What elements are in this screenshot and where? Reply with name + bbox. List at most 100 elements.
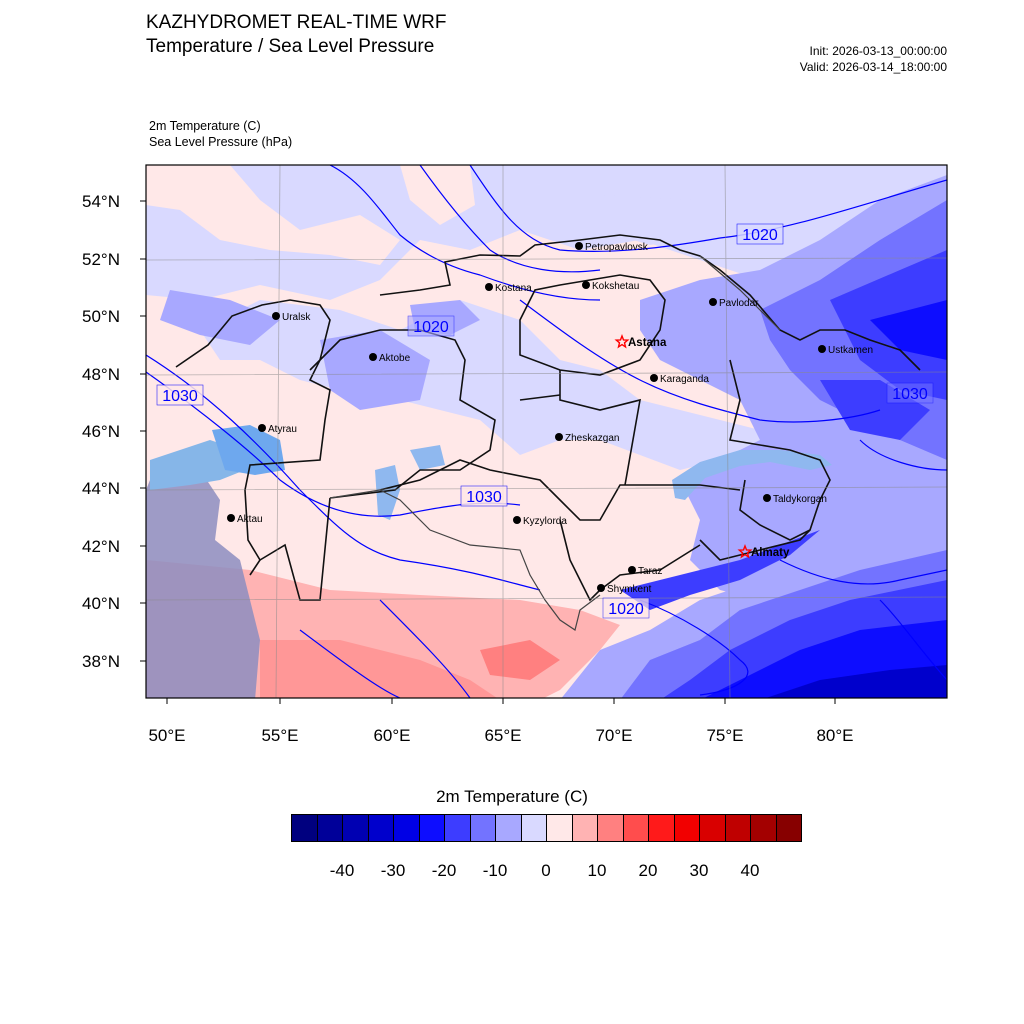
temperature-colorbar xyxy=(291,814,802,842)
colorbar-title: 2m Temperature (C) xyxy=(436,787,588,806)
latitude-labels: 54°N 52°N 50°N 48°N 46°N 44°N 42°N 40°N … xyxy=(82,192,120,671)
lat-label: 52°N xyxy=(82,250,120,269)
city-dot-icon xyxy=(597,584,605,592)
city-label: Taldykorgan xyxy=(773,494,827,505)
colorbar-swatch xyxy=(751,815,777,841)
lon-label: 75°E xyxy=(706,726,743,745)
map-title: KAZHYDROMET REAL-TIME WRF xyxy=(146,12,447,33)
city-dot-icon xyxy=(582,281,590,289)
graticule xyxy=(146,165,947,698)
city-label: Shymkent xyxy=(607,584,652,595)
colorbar-swatch xyxy=(674,815,700,841)
city-marker: Kyzylorda xyxy=(513,516,567,527)
colorbar-swatch xyxy=(547,815,573,841)
lon-label: 60°E xyxy=(373,726,410,745)
isobar-labels: 1020 1020 1030 1030 1030 1020 xyxy=(156,223,934,619)
colorbar-tick: 20 xyxy=(638,861,658,880)
city-marker: Taraz xyxy=(628,566,662,577)
city-marker: Pavlodar xyxy=(709,298,759,309)
city-marker: Uralsk xyxy=(272,312,311,323)
city-dot-icon xyxy=(650,374,658,382)
colorbar-tick: 0 xyxy=(541,861,551,880)
colorbar-tick: 10 xyxy=(587,861,607,880)
lat-label: 54°N xyxy=(82,192,120,211)
lon-label: 55°E xyxy=(261,726,298,745)
city-dot-icon xyxy=(818,345,826,353)
city-dot-icon xyxy=(227,514,235,522)
colorbar-swatch xyxy=(572,815,598,841)
colorbar-swatch xyxy=(343,815,369,841)
colorbar-tick: -40 xyxy=(329,861,355,880)
colorbar-swatch xyxy=(776,815,801,841)
city-label: Karaganda xyxy=(660,374,709,385)
city-label: Almaty xyxy=(751,547,790,559)
init-time: Init: 2026-03-13_00:00:00 xyxy=(809,44,947,58)
colorbar-swatch xyxy=(521,815,547,841)
city-label: Taraz xyxy=(638,566,662,577)
city-label: Kostana xyxy=(495,283,532,294)
city-marker: Aktau xyxy=(227,514,263,525)
city-label: Ustkamen xyxy=(828,345,873,356)
city-label: Atyrau xyxy=(268,424,297,435)
colorbar-swatch xyxy=(368,815,394,841)
valid-time: Valid: 2026-03-14_18:00:00 xyxy=(799,60,947,74)
colorbar-swatch xyxy=(445,815,471,841)
colorbar-swatch xyxy=(598,815,624,841)
city-marker: Kostana xyxy=(485,283,532,294)
pressure-field-label: Sea Level Pressure (hPa) xyxy=(149,135,293,149)
lat-label: 40°N xyxy=(82,594,120,613)
city-label: Aktau xyxy=(237,514,263,525)
colorbar-swatch xyxy=(317,815,343,841)
lat-ticks xyxy=(140,200,146,662)
city-dot-icon xyxy=(272,312,280,320)
temperature-field-label: 2m Temperature (C) xyxy=(149,119,261,133)
city-marker: Taldykorgan xyxy=(763,494,827,505)
colorbar-tick: -30 xyxy=(380,861,406,880)
colorbar-swatch xyxy=(419,815,445,841)
city-dot-icon xyxy=(513,516,521,524)
city-dot-icon xyxy=(555,433,563,441)
city-dot-icon xyxy=(709,298,717,306)
city-marker: Aktobe xyxy=(369,353,411,364)
city-dot-icon xyxy=(763,494,771,502)
isobar-label: 1020 xyxy=(742,227,778,244)
city-label: Pavlodar xyxy=(719,298,759,309)
city-label: Kyzylorda xyxy=(523,516,567,527)
city-dot-icon xyxy=(575,242,583,250)
isobar-label: 1030 xyxy=(466,489,502,506)
city-marker: Kokshetau xyxy=(582,281,639,292)
city-label: Astana xyxy=(628,337,667,349)
lat-label: 38°N xyxy=(82,652,120,671)
city-dot-icon xyxy=(485,283,493,291)
colorbar-swatch xyxy=(623,815,649,841)
city-marker: Almaty xyxy=(737,544,790,559)
colorbar-swatch xyxy=(496,815,522,841)
lat-label: 46°N xyxy=(82,422,120,441)
city-marker: Zheskazgan xyxy=(555,433,619,444)
city-marker: Ustkamen xyxy=(818,345,873,356)
city-marker: Atyrau xyxy=(258,424,297,435)
colorbar-swatch xyxy=(394,815,420,841)
isobar-label: 1030 xyxy=(892,386,928,403)
city-label: Zheskazgan xyxy=(565,433,619,444)
map-subtitle: Temperature / Sea Level Pressure xyxy=(146,36,435,57)
isobar-label: 1030 xyxy=(162,388,198,405)
city-dot-icon xyxy=(258,424,266,432)
capital-star-icon xyxy=(614,334,630,349)
city-label: Uralsk xyxy=(282,312,311,323)
lat-label: 44°N xyxy=(82,479,120,498)
city-dot-icon xyxy=(369,353,377,361)
lon-label: 80°E xyxy=(816,726,853,745)
colorbar-swatch xyxy=(725,815,751,841)
colorbar-swatch xyxy=(649,815,675,841)
colorbar-swatch xyxy=(700,815,726,841)
lon-label: 50°E xyxy=(148,726,185,745)
colorbar-swatch xyxy=(470,815,496,841)
colorbar-tick: -20 xyxy=(431,861,457,880)
city-label: Kokshetau xyxy=(592,281,639,292)
lat-label: 50°N xyxy=(82,307,120,326)
colorbar-tick: -10 xyxy=(482,861,508,880)
city-label: Aktobe xyxy=(379,353,411,364)
isobar-label: 1020 xyxy=(608,601,644,618)
